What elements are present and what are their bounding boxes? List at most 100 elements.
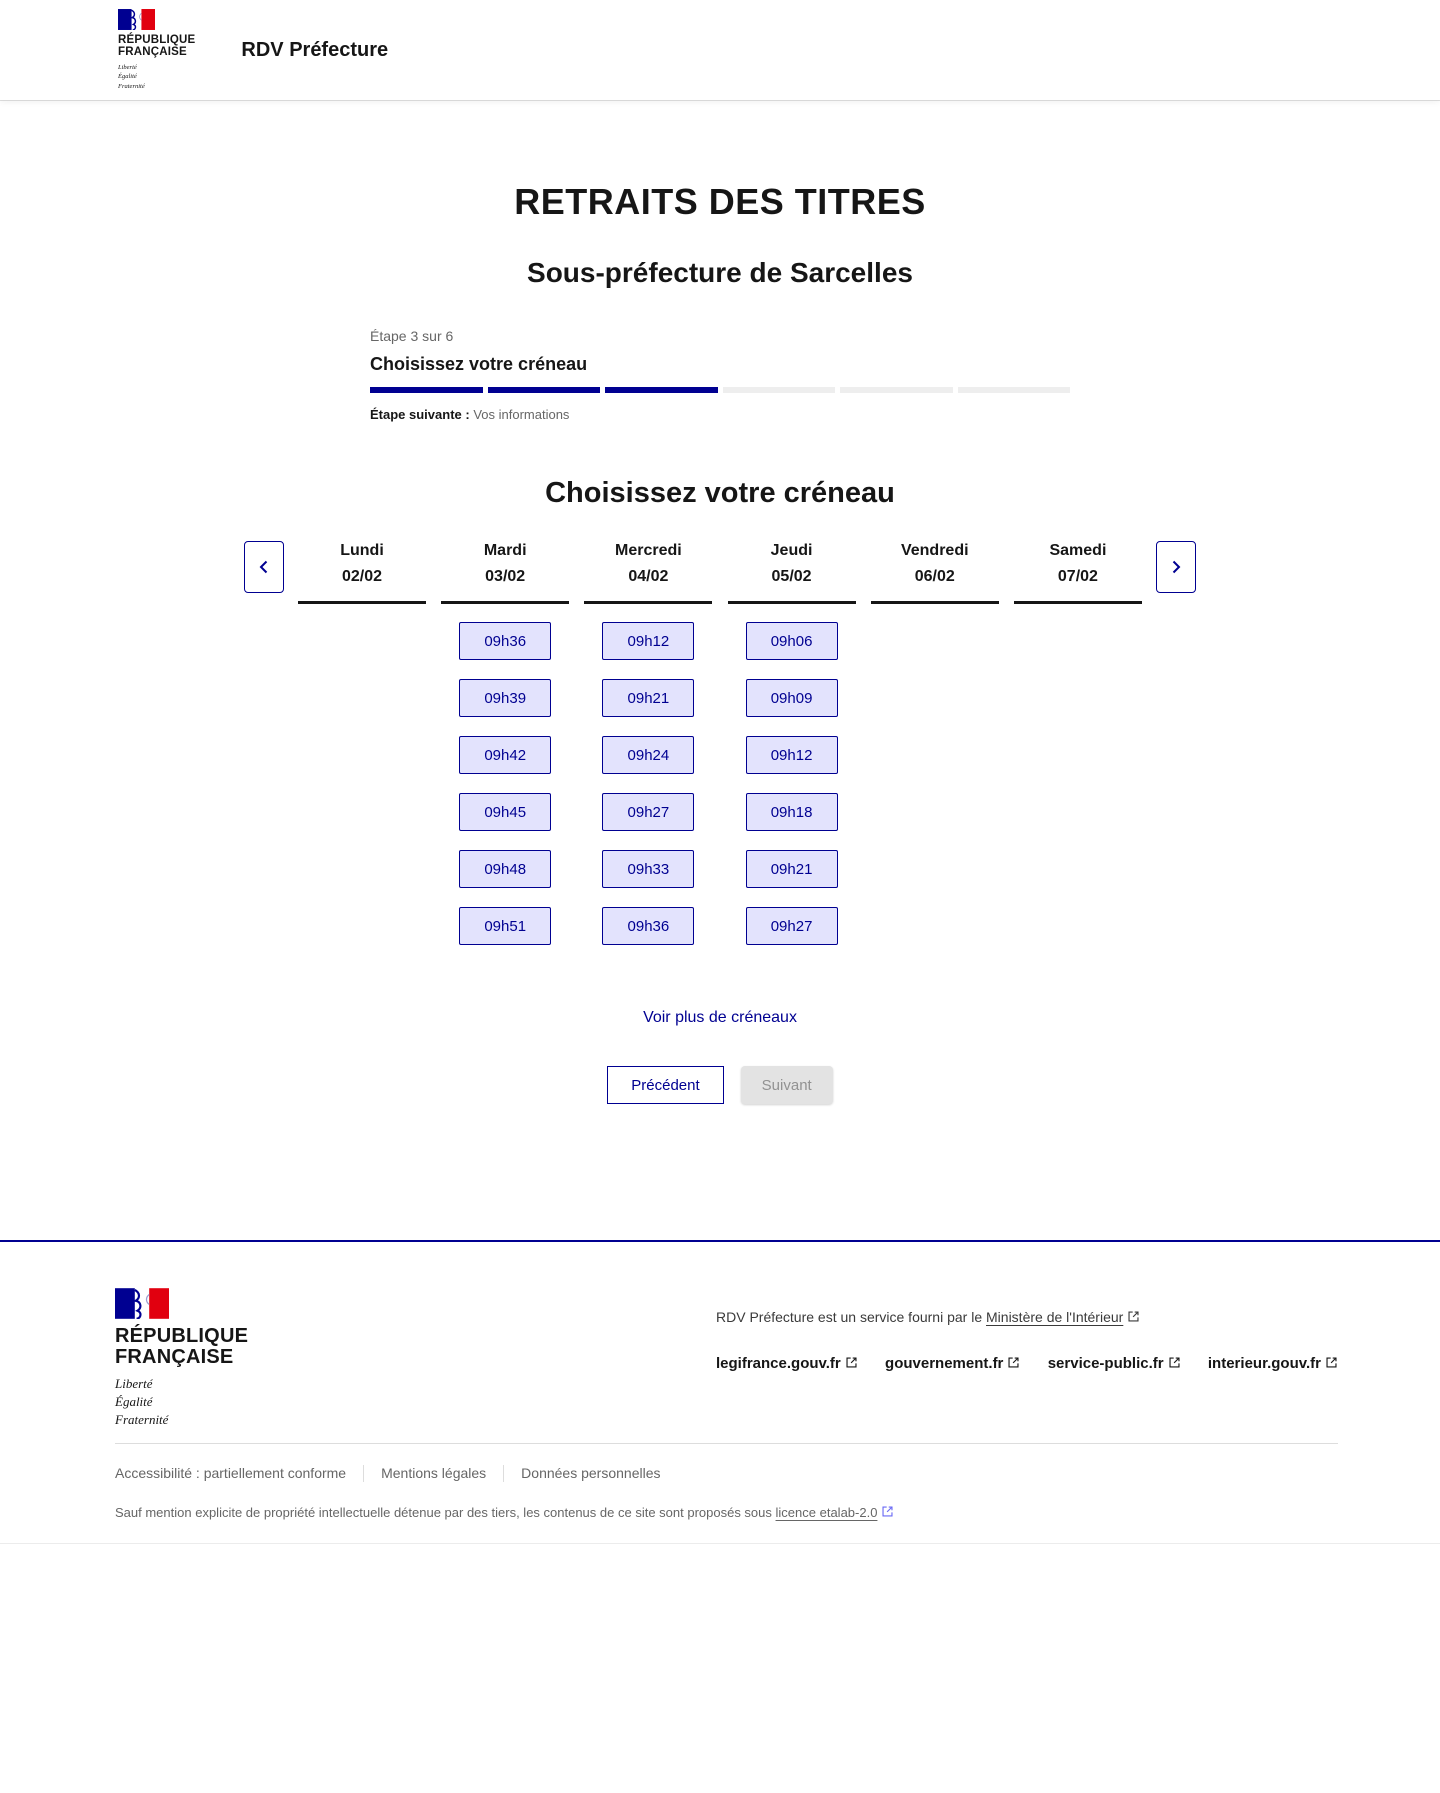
progress-bar — [370, 387, 1070, 393]
time-slot-button[interactable]: 09h21 — [602, 679, 695, 717]
licence-etalab-label: licence etalab-2.0 — [775, 1505, 878, 1520]
license-text: Sauf mention explicite de propriété inte… — [115, 1505, 772, 1520]
external-link-icon — [1128, 1311, 1139, 1322]
day-column-lundi: Lundi 02/02 — [292, 541, 432, 964]
day-column-mercredi: Mercredi 04/02 09h12 09h21 09h24 09h27 0… — [578, 541, 718, 964]
day-column-jeudi: Jeudi 05/02 09h06 09h09 09h12 09h18 09h2… — [722, 541, 862, 964]
page-subtitle: Sous-préfecture de Sarcelles — [527, 257, 913, 288]
day-header: Jeudi 05/02 — [727, 541, 856, 604]
brand-republic-text: RÉPUBLIQUE FRANÇAISE — [118, 33, 196, 59]
step-title: Choisissez votre créneau — [370, 354, 588, 374]
more-slots-link[interactable]: Voir plus de créneaux — [643, 1009, 797, 1026]
gouvernement-link[interactable]: gouvernement.fr — [885, 1355, 1020, 1373]
next-step-value: Vos informations — [473, 407, 570, 422]
footer-bottom-links: Accessibilité : partiellement conforme M… — [115, 1465, 1338, 1482]
time-slot-button[interactable]: 09h06 — [745, 622, 838, 660]
stepper: Étape 3 sur 6 Choisissez votre créneau É… — [370, 328, 1070, 423]
time-slot-button[interactable]: 09h09 — [745, 679, 838, 717]
day-column-vendredi: Vendredi 06/02 — [865, 541, 1005, 964]
ministere-interieur-label: Ministère de l'Intérieur — [986, 1309, 1124, 1325]
day-name: Vendredi — [900, 542, 969, 559]
time-slot-button[interactable]: 09h18 — [745, 793, 838, 831]
day-header: Lundi 02/02 — [298, 541, 426, 604]
time-slot-button[interactable]: 09h24 — [602, 736, 695, 774]
section-title: Choisissez votre créneau — [545, 477, 895, 509]
footer-end-divider — [0, 1543, 1440, 1544]
next-step-line: Étape suivante : Vos informations — [370, 407, 1070, 423]
day-header: Mercredi 04/02 — [584, 541, 713, 604]
donnees-personnelles-link[interactable]: Données personnelles — [503, 1465, 677, 1482]
day-date: 05/02 — [771, 568, 812, 585]
footer-gov-links: legifrance.gouv.fr gouvernement.fr servi… — [716, 1355, 1338, 1373]
external-link-icon — [1008, 1357, 1019, 1368]
ministere-interieur-link[interactable]: Ministère de l'Intérieur — [986, 1309, 1140, 1325]
time-slot-button[interactable]: 09h21 — [745, 850, 838, 888]
time-slot-button[interactable]: 09h42 — [459, 736, 552, 774]
day-name: Lundi — [340, 542, 384, 559]
footer-inner: RÉPUBLIQUE FRANÇAISE Liberté Égalité Fra… — [0, 1242, 1440, 1543]
slot-calendar: Lundi 02/02 Mardi 03/02 09h36 09h39 09h4… — [244, 541, 1196, 964]
external-link-icon — [846, 1357, 857, 1368]
calendar-previous-week-button[interactable] — [244, 541, 284, 593]
day-date: 02/02 — [341, 568, 383, 585]
service-public-label: service-public.fr — [1047, 1355, 1164, 1372]
time-slot-button[interactable]: 09h12 — [602, 622, 695, 660]
footer-service-text: RDV Préfecture est un service fourni par… — [716, 1309, 983, 1325]
brand-motto-text: Liberté Égalité Fraternité — [118, 64, 145, 90]
day-header: Samedi 07/02 — [1013, 541, 1142, 604]
progress-segment — [487, 387, 600, 393]
licence-etalab-link[interactable]: licence etalab-2.0 — [776, 1505, 895, 1520]
day-date: 04/02 — [628, 568, 669, 585]
step-label: Étape 3 sur 6 — [370, 328, 454, 344]
accessibilite-link[interactable]: Accessibilité : partiellement conforme — [115, 1465, 347, 1481]
previous-step-button[interactable]: Précédent — [607, 1066, 724, 1104]
gouvernement-label: gouvernement.fr — [885, 1355, 1004, 1372]
next-step-button[interactable]: Suivant — [740, 1066, 833, 1104]
progress-segment — [840, 387, 953, 393]
legifrance-link[interactable]: legifrance.gouv.fr — [716, 1355, 858, 1373]
day-date: 03/02 — [485, 568, 526, 585]
time-slot-button[interactable]: 09h51 — [459, 907, 552, 945]
day-column-mardi: Mardi 03/02 09h36 09h39 09h42 09h45 09h4… — [435, 541, 575, 964]
time-slot-button[interactable]: 09h45 — [459, 793, 552, 831]
time-slot-button[interactable]: 09h27 — [602, 793, 695, 831]
day-name: Mercredi — [615, 542, 682, 559]
footer-license-line: Sauf mention explicite de propriété inte… — [115, 1505, 1338, 1543]
progress-segment — [957, 387, 1070, 393]
page-service-title: RDV Préfecture — [241, 38, 389, 61]
day-name: Samedi — [1049, 542, 1107, 559]
time-slot-button[interactable]: 09h36 — [459, 622, 552, 660]
time-slot-button[interactable]: 09h27 — [745, 907, 838, 945]
day-date: 07/02 — [1057, 568, 1098, 585]
progress-segment — [722, 387, 835, 393]
french-flag-marianne-icon — [115, 1288, 169, 1319]
day-name: Jeudi — [770, 542, 813, 559]
site-header: RÉPUBLIQUE FRANÇAISE Liberté Égalité Fra… — [0, 0, 1440, 100]
calendar-next-week-button[interactable] — [1156, 541, 1196, 593]
time-slot-button[interactable]: 09h33 — [602, 850, 695, 888]
main-content: RETRAITS DES TITRES Sous-préfecture de S… — [0, 180, 1440, 1104]
external-link-icon — [1326, 1357, 1337, 1368]
wizard-actions: Précédent Suivant — [0, 1066, 1440, 1104]
day-name: Mardi — [483, 542, 527, 559]
interieur-gouv-link[interactable]: interieur.gouv.fr — [1208, 1355, 1338, 1373]
external-link-icon — [882, 1506, 893, 1517]
time-slot-button[interactable]: 09h39 — [459, 679, 552, 717]
next-step-label: Étape suivante : — [370, 407, 470, 422]
brand-republic-text: RÉPUBLIQUE FRANÇAISE — [115, 1325, 249, 1368]
mentions-legales-link[interactable]: Mentions légales — [363, 1465, 503, 1482]
brand-motto-text: Liberté Égalité Fraternité — [115, 1376, 169, 1427]
time-slot-button[interactable]: 09h36 — [602, 907, 695, 945]
day-header: Vendredi 06/02 — [870, 541, 999, 604]
progress-segment — [370, 387, 483, 393]
french-flag-marianne-icon — [118, 8, 155, 30]
service-public-link[interactable]: service-public.fr — [1048, 1355, 1181, 1373]
day-date: 06/02 — [914, 568, 955, 585]
site-footer: RÉPUBLIQUE FRANÇAISE Liberté Égalité Fra… — [0, 1240, 1440, 1544]
chevron-right-icon — [1172, 560, 1181, 574]
time-slot-button[interactable]: 09h48 — [459, 850, 552, 888]
time-slot-button[interactable]: 09h12 — [745, 736, 838, 774]
header-brand-link[interactable]: RÉPUBLIQUE FRANÇAISE Liberté Égalité Fra… — [118, 8, 196, 92]
interieur-gouv-label: interieur.gouv.fr — [1207, 1355, 1321, 1372]
slot-list: 09h36 09h39 09h42 09h45 09h48 09h51 — [459, 622, 552, 964]
